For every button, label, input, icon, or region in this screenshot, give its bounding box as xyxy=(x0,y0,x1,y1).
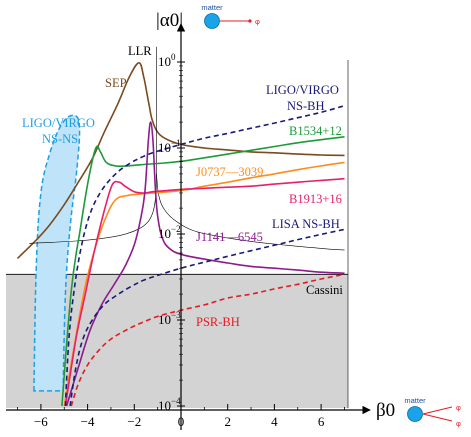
series-sep xyxy=(16,61,345,259)
y-tick-label: 10−1 xyxy=(158,138,181,155)
y-tick-label: 10−2 xyxy=(158,224,181,241)
phi-label-top: φ xyxy=(255,17,260,26)
y-ticks: 100 10−1 10−2 10−3 10−4 xyxy=(158,52,185,413)
x-tick-label: 4 xyxy=(271,414,278,429)
label-llr: LLR xyxy=(128,44,152,58)
phi-vertex-top xyxy=(248,19,252,23)
label-ligo-virgo-ns-ns: LIGO/VIRGO xyxy=(22,116,95,130)
series-b1913-16 xyxy=(64,177,345,407)
label-j1141-6545: J1141—6545 xyxy=(196,230,263,244)
label-ligo-virgo-ns-ns: NS-NS xyxy=(42,132,78,146)
matter-label-top: matter xyxy=(201,3,223,12)
x-tick-label: −6 xyxy=(34,414,48,429)
y-tick-label: 10−3 xyxy=(158,310,181,327)
series-psr-bh xyxy=(70,273,345,407)
series-b1534-12 xyxy=(61,136,345,407)
series-ligo-virgo-ns-bh xyxy=(64,104,345,407)
y-tick-label: 100 xyxy=(158,52,176,69)
x-axis-label: β0 xyxy=(376,400,395,421)
y-tick-label: 10−4 xyxy=(158,396,181,413)
x-tick-label: 0 xyxy=(178,414,185,429)
regions-layer xyxy=(6,114,348,408)
phi-label-bottom-a: φ xyxy=(456,403,461,412)
x-tick-label: −4 xyxy=(81,414,95,429)
label-j0737-3039: J0737—3039 xyxy=(196,165,263,179)
axes-layer xyxy=(6,23,371,430)
matter-label-bottom: matter xyxy=(404,396,426,405)
phi-line-bottom-b xyxy=(422,413,453,422)
region-ligo-virgo-ns-ns xyxy=(33,114,81,392)
matter-blob-bottom xyxy=(407,406,423,422)
label-lisa-ns-bh: LISA NS-BH xyxy=(272,217,340,231)
phi-label-bottom-b: φ xyxy=(456,419,461,428)
series-layer xyxy=(16,46,345,407)
phi-line-bottom-a xyxy=(422,406,453,415)
label-psr-bh: PSR-BH xyxy=(196,315,240,329)
x-tick-label: −2 xyxy=(127,414,141,429)
series-lisa-ns-bh xyxy=(69,228,345,407)
label-b1534-12: B1534+12 xyxy=(289,124,342,138)
series-llr-right xyxy=(156,173,345,251)
y-axis-label: |α0| xyxy=(156,10,183,31)
matter-blob-top xyxy=(204,13,220,29)
series-j1141-6545 xyxy=(65,121,345,407)
label-ligo-virgo-ns-bh: LIGO/VIRGO xyxy=(266,83,339,97)
x-tick-label: 6 xyxy=(318,414,325,429)
label-b1913-16: B1913+16 xyxy=(289,192,342,206)
label-cassini: Cassini xyxy=(306,283,343,297)
series-labels: SEP LLR B1534+12 J0737—3039 B1913+16 J1141—65… xyxy=(22,44,343,329)
label-ligo-virgo-ns-bh: NS-BH xyxy=(287,99,325,113)
x-ticks: −6 −4 −2 0 2 4 6 xyxy=(17,404,345,429)
x-tick-label: 2 xyxy=(224,414,231,429)
label-sep: SEP xyxy=(105,76,127,90)
